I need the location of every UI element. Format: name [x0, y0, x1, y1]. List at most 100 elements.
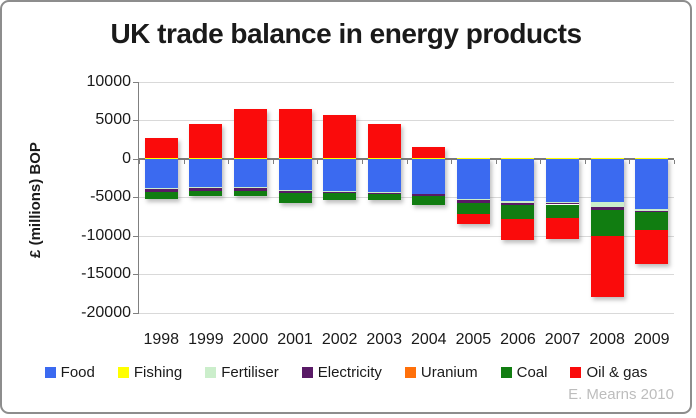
x-axis-tick: [540, 159, 542, 164]
y-tick-label: 0: [122, 149, 131, 167]
x-tick-label-2002: 2002: [321, 331, 358, 348]
bar-segment-fishing: [323, 157, 357, 159]
bar-segment-fishing: [367, 157, 401, 159]
legend-label-electricity: Electricity: [317, 364, 382, 381]
y-tick-label: -15000: [81, 265, 131, 283]
y-axis-tick: [133, 312, 139, 314]
x-tick-label-2008: 2008: [589, 331, 625, 348]
y-axis-tick: [133, 120, 139, 122]
bar-segment-fertiliser: [635, 209, 669, 211]
x-axis-tick: [495, 159, 497, 164]
bar-segment-fertiliser: [278, 190, 312, 192]
bar-segment-food: [367, 158, 401, 193]
bar-segment-electricity: [323, 192, 357, 194]
bar-segment-electricity: [546, 202, 580, 205]
bar-segment-coal: [635, 211, 669, 230]
legend-item-oil-gas: Oil & gas: [570, 364, 647, 381]
bar-segment-oil-gas: [233, 109, 267, 158]
bar-2005: [456, 157, 490, 225]
bar-segment-fertiliser: [412, 193, 446, 195]
legend-item-fishing: Fishing: [117, 364, 182, 381]
bar-segment-fishing: [144, 157, 178, 159]
bar-segment-fertiliser: [144, 187, 178, 190]
x-tick-label-2001: 2001: [277, 331, 313, 348]
bar-segment-fishing: [456, 157, 490, 159]
chart-title: UK trade balance in energy products: [110, 18, 582, 49]
bar-segment-fishing: [635, 157, 669, 159]
bar-2003: [367, 124, 401, 200]
bar-segment-oil-gas: [635, 229, 669, 264]
bar-segment-fishing: [278, 157, 312, 159]
x-tick-label-2000: 2000: [232, 331, 269, 348]
x-axis-tick: [451, 159, 453, 164]
bar-segment-oil-gas: [412, 147, 446, 158]
bar-segment-electricity: [635, 210, 669, 212]
zero-axis-line: [139, 157, 674, 160]
bar-segment-coal: [590, 210, 624, 237]
bar-segment-oil-gas: [456, 214, 490, 225]
y-tick-label: -10000: [81, 226, 131, 244]
bar-1998: [144, 137, 178, 199]
gridline: [139, 81, 674, 83]
bar-segment-electricity: [278, 191, 312, 194]
bar-segment-food: [189, 158, 223, 188]
bar-segment-food: [278, 158, 312, 191]
bar-2008: [590, 157, 624, 297]
bar-segment-fertiliser: [590, 201, 624, 207]
bar-segment-fertiliser: [233, 187, 267, 189]
bar-2002: [323, 114, 357, 200]
legend-label-uranium: Uranium: [420, 364, 478, 381]
attribution-text: E. Mearns 2010: [568, 386, 674, 403]
x-tick-label-2005: 2005: [455, 331, 492, 348]
x-axis-tick: [629, 159, 631, 164]
bar-2009: [635, 157, 669, 264]
legend-swatch-fishing: [117, 367, 129, 378]
y-axis-tick: [133, 81, 139, 83]
legend-item-electricity: Electricity: [301, 364, 382, 381]
x-axis-tick: [139, 159, 140, 164]
bar-segment-coal: [233, 191, 267, 197]
bar-2001: [278, 108, 312, 204]
legend-item-coal: Coal: [500, 364, 547, 381]
bar-segment-coal: [144, 191, 178, 199]
legend-swatch-food: [44, 367, 56, 378]
x-tick-label-2003: 2003: [366, 331, 402, 348]
bar-segment-electricity: [233, 188, 267, 192]
bar-segment-fertiliser: [501, 201, 535, 203]
bar-segment-fertiliser: [546, 202, 580, 203]
legend-item-fertiliser: Fertiliser: [205, 364, 279, 381]
x-axis-tick: [674, 159, 675, 164]
bar-segment-food: [635, 158, 669, 210]
bar-segment-food: [144, 158, 178, 188]
bar-2006: [501, 157, 535, 240]
bar-segment-oil-gas: [367, 124, 401, 158]
bar-segment-fishing: [546, 157, 580, 159]
bar-segment-oil-gas: [144, 137, 178, 158]
bar-segment-fishing: [233, 157, 267, 159]
y-tick-label: -5000: [90, 188, 131, 206]
bar-segment-coal: [501, 204, 535, 220]
bar-segment-electricity: [501, 202, 535, 205]
bar-segment-fertiliser: [367, 192, 401, 193]
y-axis-tick: [133, 158, 139, 160]
bar-segment-electricity: [367, 192, 401, 195]
bar-segment-electricity: [412, 194, 446, 197]
bar-segment-oil-gas: [546, 218, 580, 240]
bar-segment-electricity: [456, 199, 490, 203]
y-tick-label: -20000: [81, 303, 131, 321]
bar-segment-food: [501, 158, 535, 202]
legend-label-oil-gas: Oil & gas: [586, 364, 648, 381]
x-axis-tick: [228, 159, 230, 164]
x-tick-label-2007: 2007: [544, 331, 581, 348]
bar-segment-food: [233, 158, 267, 188]
bar-segment-fishing: [590, 157, 624, 159]
y-tick-label: 5000: [95, 111, 131, 129]
bar-segment-electricity: [590, 206, 624, 211]
bar-segment-oil-gas: [323, 114, 357, 158]
plot-area: 10000 5000 0 -5000 -10000 -15000 -20000 1998 199…: [2, 2, 690, 412]
y-axis-tick: [133, 197, 139, 199]
x-axis-tick: [361, 159, 363, 164]
bar-segment-oil-gas: [501, 219, 535, 240]
bar-segment-food: [456, 158, 490, 199]
